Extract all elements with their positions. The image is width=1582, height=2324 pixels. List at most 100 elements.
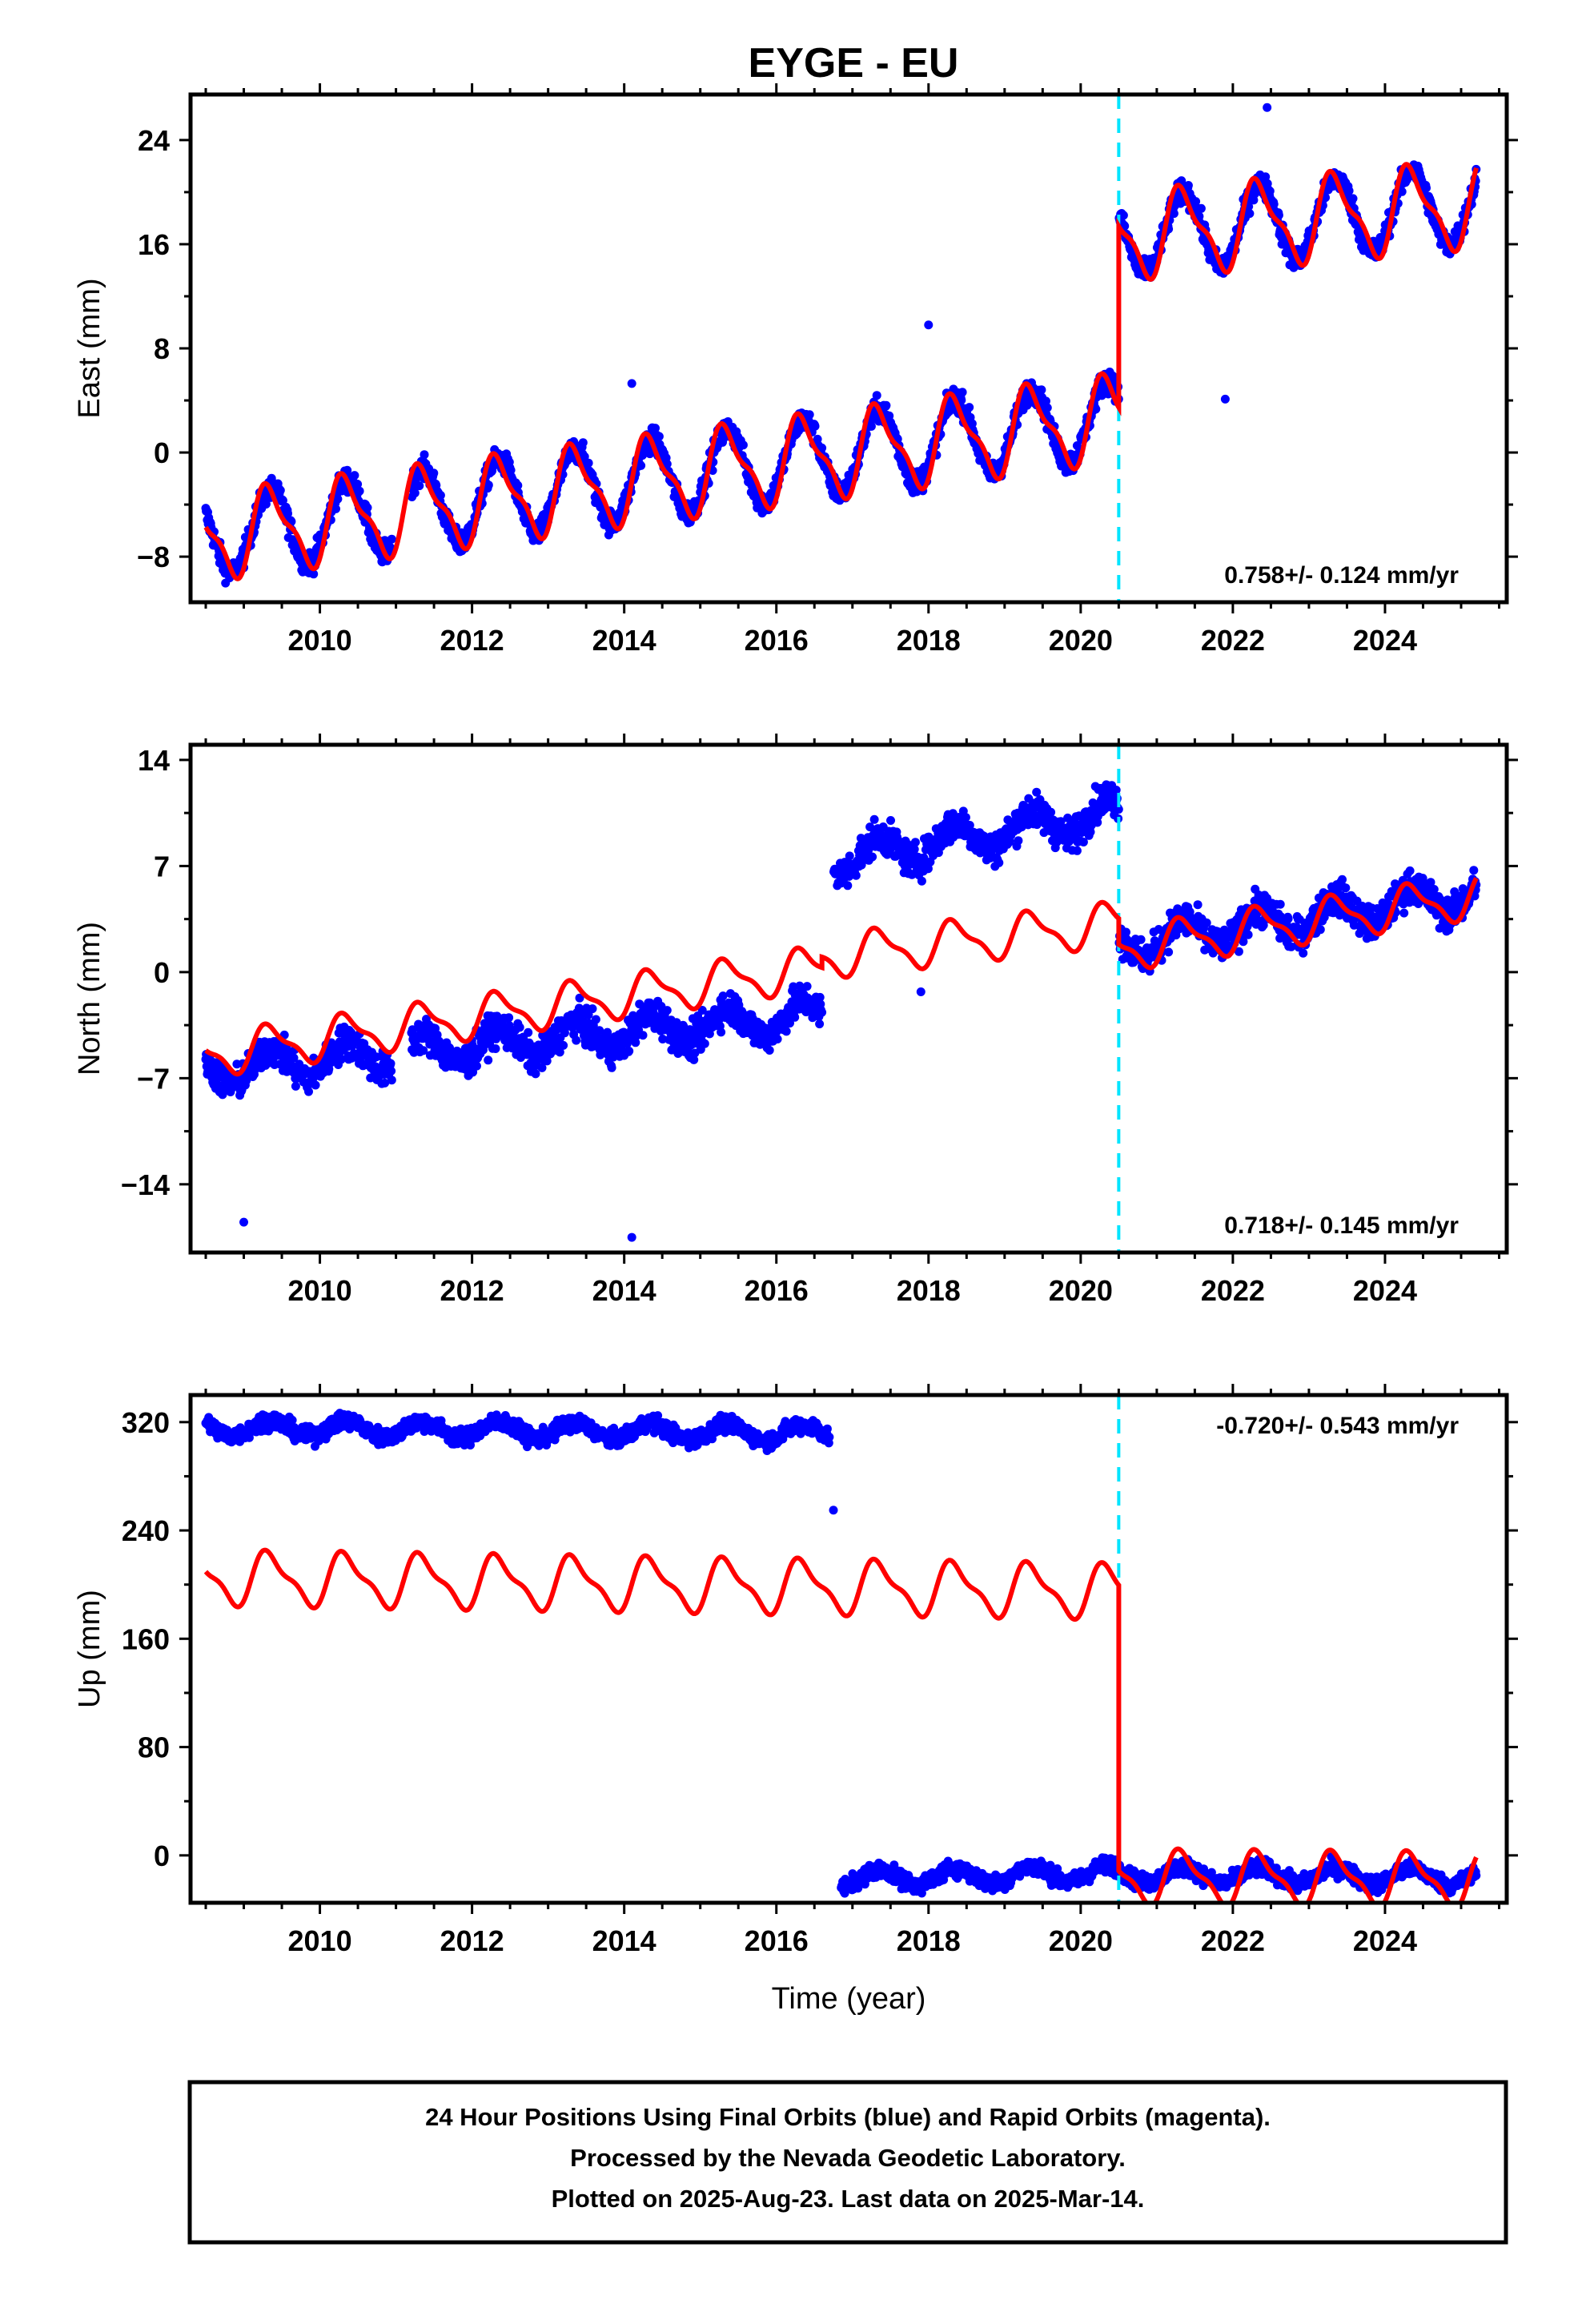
north-point	[387, 1076, 396, 1085]
north-point	[781, 1027, 791, 1036]
east-point	[1118, 211, 1128, 220]
north-point	[886, 816, 895, 825]
east-x-tick-label: 2018	[897, 624, 961, 657]
east-point	[810, 421, 820, 431]
east-point	[484, 480, 493, 490]
east-point	[275, 485, 285, 495]
east-y-axis-label: East (mm)	[73, 278, 106, 418]
east-point	[420, 450, 429, 460]
east-point	[1265, 187, 1275, 196]
north-point	[1341, 883, 1351, 893]
east-point	[636, 460, 646, 470]
north-point	[1243, 930, 1253, 939]
east-point	[278, 496, 287, 505]
east-x-tick-label: 2014	[592, 624, 656, 657]
east-point	[738, 440, 748, 450]
east-x-tick-label: 2022	[1201, 624, 1265, 657]
east-point	[350, 471, 359, 480]
north-point	[311, 1080, 320, 1090]
east-point	[1183, 181, 1193, 190]
north-point	[445, 1043, 454, 1052]
north-point	[591, 1015, 600, 1024]
north-point	[419, 1046, 428, 1055]
north-point	[817, 1007, 827, 1017]
north-point	[765, 1046, 774, 1055]
north-point	[472, 1061, 481, 1071]
east-point	[654, 432, 664, 441]
north-point	[662, 1006, 672, 1015]
east-point	[1245, 209, 1255, 219]
east-point	[805, 410, 814, 420]
north-point	[304, 1087, 313, 1096]
east-point	[355, 486, 364, 496]
east-point	[1196, 203, 1206, 213]
north-point	[917, 876, 926, 886]
north-point	[624, 1047, 634, 1055]
east-point	[645, 449, 655, 459]
east-outlier-point	[627, 379, 636, 388]
north-point	[700, 1039, 709, 1048]
north-point	[575, 993, 584, 1003]
east-point	[410, 489, 420, 498]
east-point	[415, 481, 424, 491]
east-point	[331, 504, 340, 513]
north-point	[843, 881, 853, 891]
north-point	[336, 1055, 346, 1064]
east-point	[363, 503, 372, 513]
north-point	[484, 1055, 493, 1065]
east-x-tick-label: 2012	[440, 624, 504, 657]
east-point	[872, 391, 881, 400]
east-point	[436, 491, 445, 500]
east-frame	[188, 92, 1509, 605]
north-point	[1046, 807, 1056, 817]
east-point	[662, 459, 672, 468]
east-rate-annotation: 0.758+/- 0.124 mm/yr	[1224, 562, 1459, 589]
east-point	[1037, 385, 1046, 395]
north-point	[994, 858, 1004, 867]
east-y-tick-label: −8	[137, 541, 170, 573]
east-outlier-point	[1220, 394, 1230, 404]
east-point	[506, 465, 516, 475]
north-point	[537, 1063, 547, 1072]
north-panel: 2010 2012 2014 2016 2018 2020 2022 2024−14−7071…	[73, 734, 1518, 1307]
east-point	[1261, 172, 1271, 182]
east-point	[429, 468, 439, 478]
east-point	[1348, 194, 1358, 203]
north-point	[1315, 925, 1325, 935]
north-point	[1072, 846, 1082, 855]
east-point	[1042, 396, 1050, 406]
north-point	[572, 1035, 581, 1045]
north-point	[386, 1059, 396, 1068]
east-point	[1191, 197, 1201, 207]
east-point	[965, 403, 974, 412]
north-point	[1299, 948, 1308, 958]
north-point	[1283, 914, 1293, 923]
east-y-tick-label: 16	[138, 228, 170, 261]
north-point	[1136, 935, 1146, 944]
north-point	[868, 852, 877, 862]
east-x-tick-label: 2010	[288, 624, 352, 657]
east-outlier-point	[924, 320, 934, 330]
north-point	[869, 814, 879, 824]
figure-title: EYGE - EU	[749, 40, 959, 86]
north-point	[387, 1066, 396, 1076]
north-point	[1275, 899, 1285, 909]
east-point	[387, 534, 396, 544]
north-point	[910, 838, 920, 847]
east-point	[817, 443, 827, 452]
north-point	[717, 1027, 726, 1037]
north-point	[524, 1027, 533, 1037]
north-point	[851, 870, 861, 880]
north-point	[531, 1069, 540, 1079]
east-model-line	[203, 162, 1479, 581]
north-point	[845, 851, 854, 861]
north-point	[1122, 927, 1130, 937]
north-point	[576, 1010, 586, 1019]
east-y-tick-label: 24	[138, 124, 170, 157]
east-point	[651, 424, 660, 433]
east-point	[881, 400, 891, 410]
east-point	[578, 438, 588, 448]
north-observations	[201, 780, 1481, 1242]
east-y-tick-label: 0	[154, 436, 170, 469]
north-point	[555, 1047, 564, 1057]
